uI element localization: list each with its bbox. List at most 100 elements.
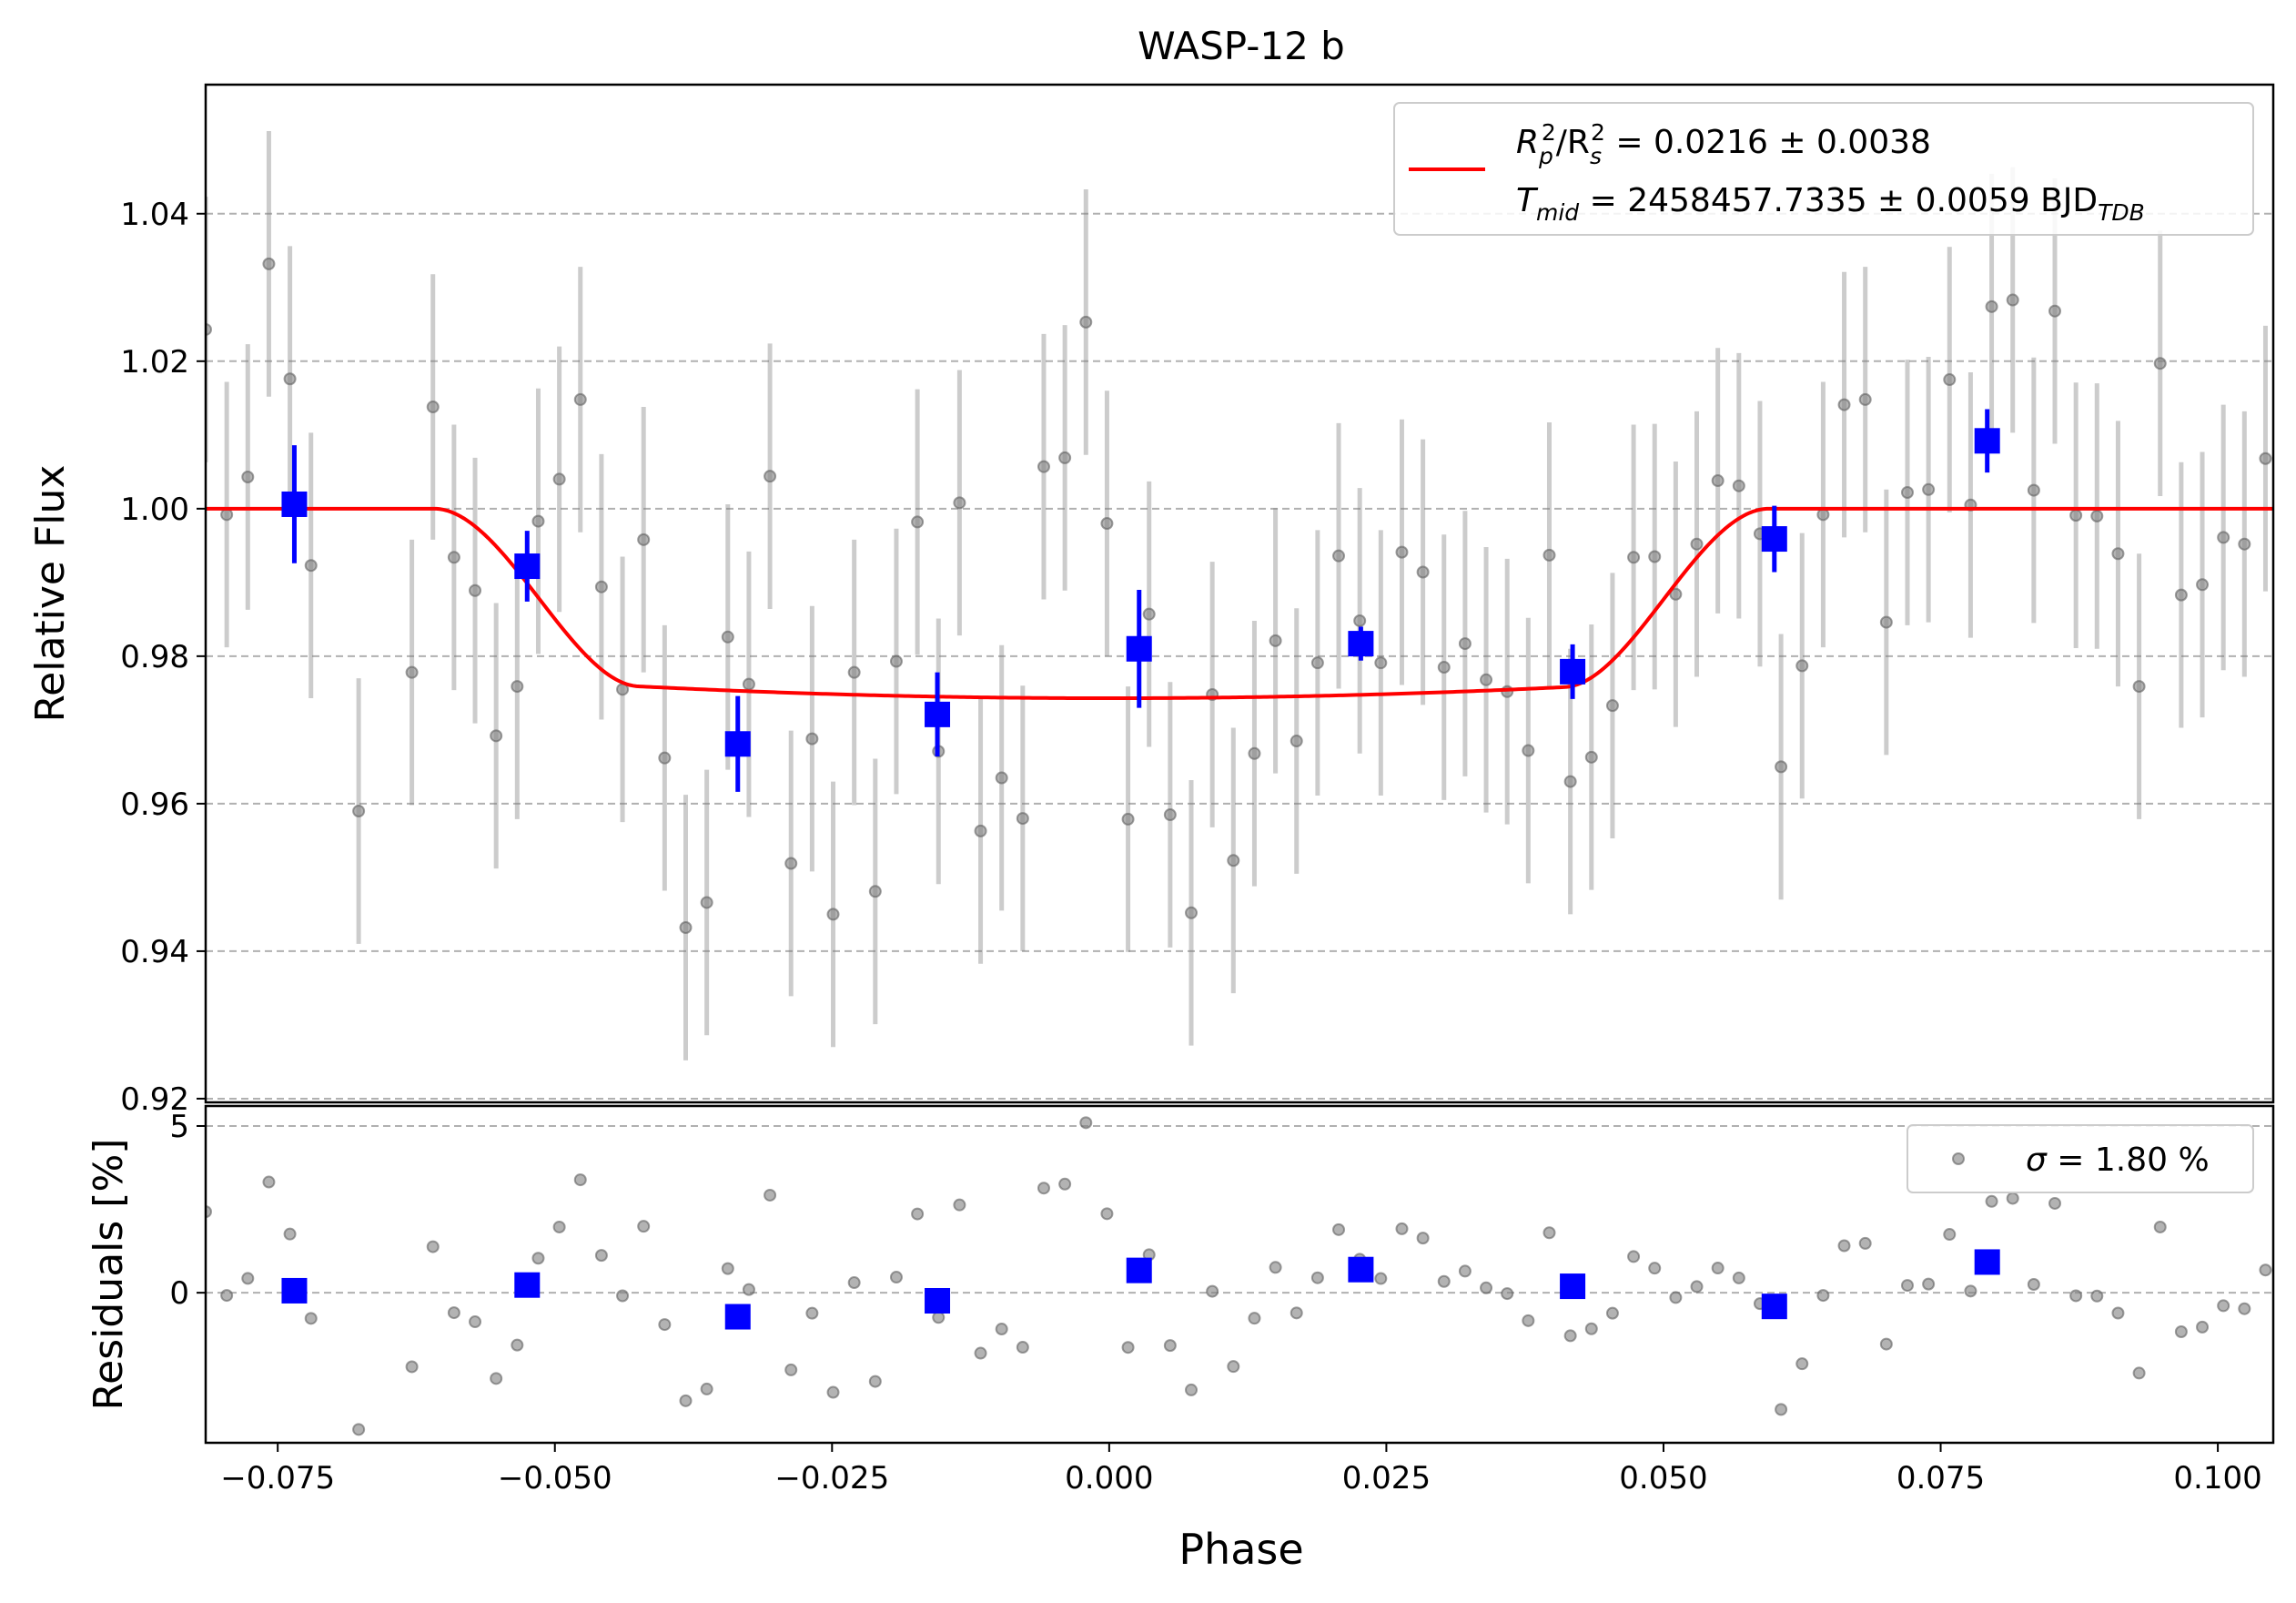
residual-point [1037, 1182, 1050, 1195]
legend-tmid-prefix: T [1516, 182, 1539, 219]
x-tick-label: 0.075 [1896, 1460, 1985, 1496]
data-point [1269, 634, 1282, 647]
legend-entry-tmid: Tmid = 2458457.7335 ± 0.0059 BJDTDB [1516, 182, 2145, 226]
residual-point [1605, 1306, 1619, 1320]
data-point [1732, 479, 1745, 492]
residual-point [1795, 1357, 1809, 1371]
residual-point [764, 1188, 777, 1202]
x-tick-label: 0.000 [1065, 1460, 1153, 1496]
data-point [1310, 656, 1324, 670]
data-point [2238, 537, 2251, 551]
x-axis-label: Phase [1178, 1525, 1303, 1574]
residual-point [531, 1252, 545, 1265]
binned-point [514, 553, 541, 580]
data-point [1711, 474, 1725, 488]
bottom-legend-box [1907, 1124, 2254, 1193]
binned-residual [925, 1287, 951, 1314]
data-point [679, 920, 693, 934]
data-point [1185, 906, 1199, 919]
bottom-panel: 05 −0.075 −0.050 −0.025 0.000 0.025 0.050 0.07… [86, 1104, 2275, 1574]
legend-residual-marker [1952, 1152, 1965, 1165]
top-y-tick-label: 0.98 [120, 639, 189, 675]
data-point [1016, 812, 1029, 826]
residual-point [1206, 1284, 1219, 1298]
chart-title: WASP-12 b [1138, 24, 1345, 68]
data-point [1142, 607, 1156, 621]
data-point [1079, 315, 1093, 329]
data-point [805, 732, 819, 746]
data-point [1858, 392, 1872, 406]
residual-point [953, 1198, 966, 1212]
top-y-tick-label: 0.92 [120, 1081, 189, 1118]
residual-point [1732, 1271, 1745, 1284]
residual-point [552, 1220, 566, 1233]
residual-point [1374, 1272, 1388, 1285]
residual-point [1627, 1250, 1641, 1263]
residual-binned-points [281, 1249, 2000, 1330]
data-point [304, 559, 318, 573]
data-point [1480, 673, 1493, 686]
top-y-tick-label: 0.96 [120, 786, 189, 823]
data-point [1795, 659, 1809, 673]
residual-point [594, 1249, 608, 1263]
data-point [1775, 760, 1788, 774]
x-tick-label: −0.050 [498, 1460, 612, 1496]
x-tick-label: 0.050 [1619, 1460, 1707, 1496]
data-point [2069, 509, 2083, 522]
residual-point [742, 1283, 755, 1296]
binned-point [1974, 428, 2000, 454]
data-point [995, 771, 1008, 785]
residual-point [1922, 1277, 1936, 1291]
top-panel: 0.920.940.960.981.001.021.04 Rp2/Rs2 = 0… [27, 83, 2275, 1118]
top-y-axis-ticks: 0.92 0.94 0.96 0.98 1.00 1.02 1.04 [120, 197, 206, 1118]
residual-point [1269, 1261, 1282, 1274]
residual-point [2132, 1366, 2146, 1380]
data-point [2217, 531, 2230, 544]
data-point [220, 508, 234, 522]
residual-point [1163, 1339, 1177, 1353]
data-point [1816, 508, 1830, 522]
residual-point [1985, 1194, 1998, 1208]
data-point [889, 654, 903, 668]
residual-point [1584, 1322, 1598, 1335]
data-point [1290, 735, 1303, 748]
data-point [531, 514, 545, 528]
binned-point [925, 701, 951, 727]
legend-depth-prefix-sub: p [1538, 143, 1553, 169]
data-point [490, 729, 503, 743]
residual-point [490, 1372, 503, 1385]
residual-point [1290, 1306, 1303, 1320]
data-point [953, 496, 966, 510]
residual-point [2259, 1263, 2272, 1277]
residual-point [573, 1173, 587, 1187]
model-line [206, 506, 2273, 701]
binned-point [724, 731, 751, 757]
top-plot-frame [204, 83, 2275, 1104]
residual-point [2153, 1220, 2167, 1233]
residual-point [1711, 1262, 1725, 1275]
data-point [1227, 854, 1240, 867]
binned-point [1126, 635, 1152, 662]
residual-point [283, 1227, 297, 1241]
data-point [1037, 460, 1050, 473]
legend-sigma-symbol: σ [2026, 1141, 2048, 1179]
data-point [1879, 615, 1893, 629]
residual-point [2238, 1302, 2251, 1315]
residual-point [1964, 1284, 1977, 1298]
residual-point [2111, 1306, 2125, 1320]
legend-depth-mid: /R [1556, 124, 1590, 161]
data-point [1058, 451, 1072, 464]
binned-residual [514, 1272, 541, 1298]
residual-point [2069, 1289, 2083, 1303]
residual-point [2174, 1325, 2188, 1339]
data-point [764, 470, 777, 483]
binned-point [1348, 631, 1374, 657]
residual-point [447, 1306, 460, 1320]
residual-point [352, 1423, 366, 1436]
data-point [1669, 587, 1683, 601]
data-point [1985, 299, 1998, 313]
data-point [241, 470, 255, 483]
residual-point [1522, 1314, 1535, 1327]
top-legend-box [1393, 102, 2254, 236]
